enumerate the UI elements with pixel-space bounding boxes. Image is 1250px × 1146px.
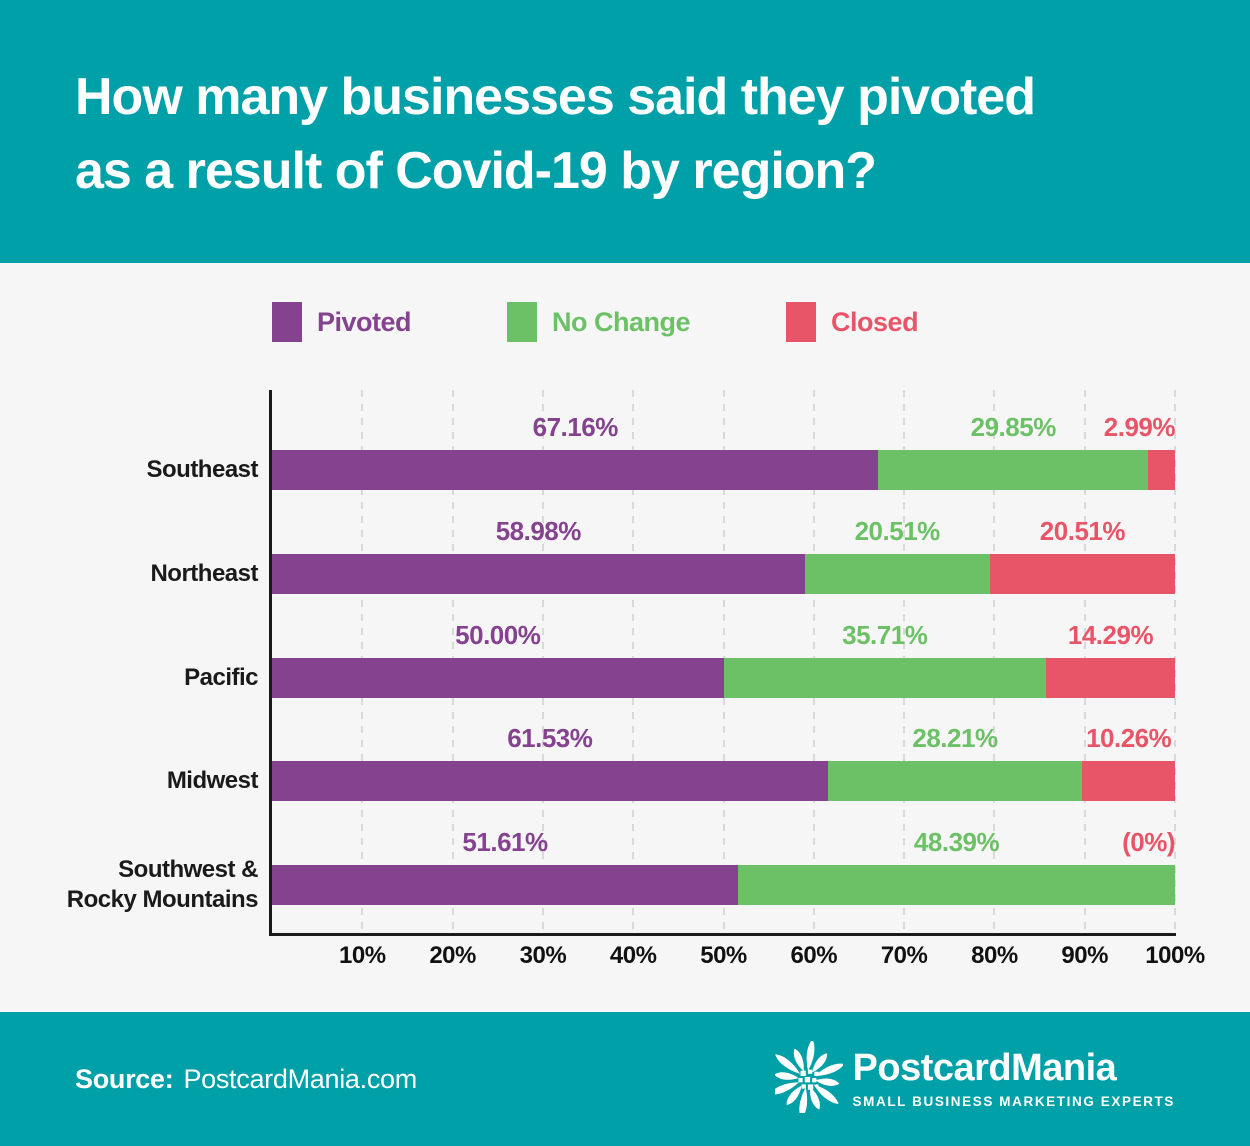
x-tick-label: 10% bbox=[339, 942, 386, 969]
gridline bbox=[1174, 390, 1176, 933]
category-label: Southeast bbox=[146, 456, 258, 483]
legend-label: Closed bbox=[831, 306, 919, 337]
footer-band: Source: PostcardMania.com bbox=[0, 1012, 1250, 1146]
value-label: 58.98% bbox=[495, 515, 582, 546]
value-label: (0%) bbox=[1122, 827, 1175, 857]
legend-swatch bbox=[272, 302, 302, 342]
header-band: How many businesses said they pivoted as… bbox=[0, 0, 1250, 263]
bar-segment bbox=[738, 865, 1175, 905]
bar-segment bbox=[1148, 450, 1175, 490]
x-tick-label: 80% bbox=[971, 942, 1018, 969]
legend-label: Pivoted bbox=[317, 306, 412, 337]
bar-segment bbox=[723, 657, 1046, 698]
y-axis-line bbox=[269, 390, 272, 936]
bar-segment bbox=[272, 865, 739, 905]
x-tick-label: 100% bbox=[1145, 942, 1205, 969]
legend-label: No Change bbox=[552, 306, 691, 337]
value-label: 28.21% bbox=[912, 723, 998, 754]
bar-segment bbox=[1045, 657, 1175, 698]
source-line: Source: PostcardMania.com bbox=[75, 1064, 417, 1095]
bar-segment bbox=[827, 761, 1083, 802]
category-label: Midwest bbox=[166, 767, 259, 795]
value-label: 61.53% bbox=[507, 723, 593, 754]
flower-starburst-icon bbox=[769, 1038, 844, 1119]
page-title: How many businesses said they pivoted as… bbox=[75, 60, 1036, 208]
value-label: 14.29% bbox=[1067, 619, 1154, 650]
x-tick-label: 90% bbox=[1061, 942, 1108, 969]
x-tick-label: 30% bbox=[519, 942, 567, 969]
source-value: PostcardMania.com bbox=[183, 1063, 417, 1094]
bar-segment bbox=[989, 553, 1175, 594]
value-label: 67.16% bbox=[532, 412, 619, 442]
legend-item: No Change bbox=[507, 302, 691, 342]
bar-segment bbox=[1082, 761, 1175, 802]
bar-segment bbox=[272, 761, 828, 802]
value-label: 50.00% bbox=[455, 619, 541, 650]
bar-segment bbox=[272, 657, 724, 698]
chart-legend: Pivoted No Change Closed bbox=[272, 302, 919, 342]
value-label: 10.26% bbox=[1086, 723, 1172, 754]
bar-segment bbox=[272, 553, 805, 594]
value-label: 48.39% bbox=[913, 827, 1000, 857]
value-label: 51.61% bbox=[462, 827, 548, 857]
logo-text-block: PostcardMania SMALL BUSINESS MARKETING E… bbox=[853, 1049, 1175, 1109]
logo-name: PostcardMania bbox=[852, 1047, 1117, 1089]
source-label: Source: bbox=[75, 1063, 174, 1094]
category-label: Northeast bbox=[150, 559, 258, 587]
value-label: 20.51% bbox=[854, 515, 941, 546]
value-label: 20.51% bbox=[1039, 515, 1126, 546]
postcardmania-logo: PostcardMania SMALL BUSINESS MARKETING E… bbox=[769, 1038, 1175, 1119]
x-axis-line bbox=[269, 933, 1176, 936]
stacked-bar-chart: 10% 20% 30% 40% 50% 60% 70% 80% 90% 100% Southeast… bbox=[67, 390, 1205, 969]
page-title-line-1: How many businesses said they pivoted bbox=[75, 68, 1036, 126]
x-tick-label: 50% bbox=[700, 942, 747, 969]
legend-swatch bbox=[786, 302, 817, 342]
logo-tagline: SMALL BUSINESS MARKETING EXPERTS bbox=[852, 1094, 1175, 1109]
x-tick-label: 40% bbox=[609, 942, 657, 969]
bar-segment bbox=[878, 450, 1148, 490]
legend-item: Closed bbox=[786, 302, 919, 342]
x-tick-label: 60% bbox=[790, 942, 838, 969]
category-label: Pacific bbox=[184, 663, 258, 691]
value-label: 2.99% bbox=[1103, 412, 1176, 442]
bar-segment bbox=[272, 450, 879, 490]
legend-item: Pivoted bbox=[272, 302, 412, 342]
category-label: Southwest & Rocky Mountains bbox=[66, 856, 259, 913]
value-label: 35.71% bbox=[842, 619, 928, 650]
bar-segment bbox=[804, 553, 990, 594]
page-title-line-2: as a result of Covid-19 by region? bbox=[75, 142, 877, 200]
legend-swatch bbox=[507, 302, 538, 342]
value-label: 29.85% bbox=[970, 412, 1057, 442]
x-tick-label: 20% bbox=[429, 942, 476, 969]
x-tick-label: 70% bbox=[880, 942, 928, 969]
